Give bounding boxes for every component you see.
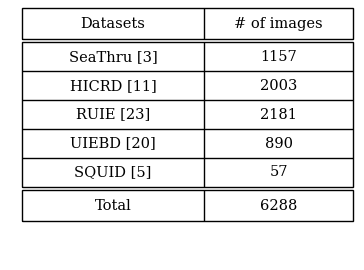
Text: Datasets: Datasets <box>80 17 145 31</box>
Text: 6288: 6288 <box>260 199 297 212</box>
Text: SeaThru [3]: SeaThru [3] <box>68 50 157 64</box>
Text: 1157: 1157 <box>260 50 297 64</box>
Text: 890: 890 <box>265 137 293 150</box>
Text: 2181: 2181 <box>260 108 297 122</box>
Text: HICRD [11]: HICRD [11] <box>70 79 156 93</box>
Text: 2003: 2003 <box>260 79 297 93</box>
Text: SQUID [5]: SQUID [5] <box>74 166 152 179</box>
Text: # of images: # of images <box>234 17 323 31</box>
Text: Total: Total <box>95 199 131 212</box>
Text: 57: 57 <box>269 166 288 179</box>
Text: UIEBD [20]: UIEBD [20] <box>70 137 156 150</box>
Text: RUIE [23]: RUIE [23] <box>76 108 150 122</box>
